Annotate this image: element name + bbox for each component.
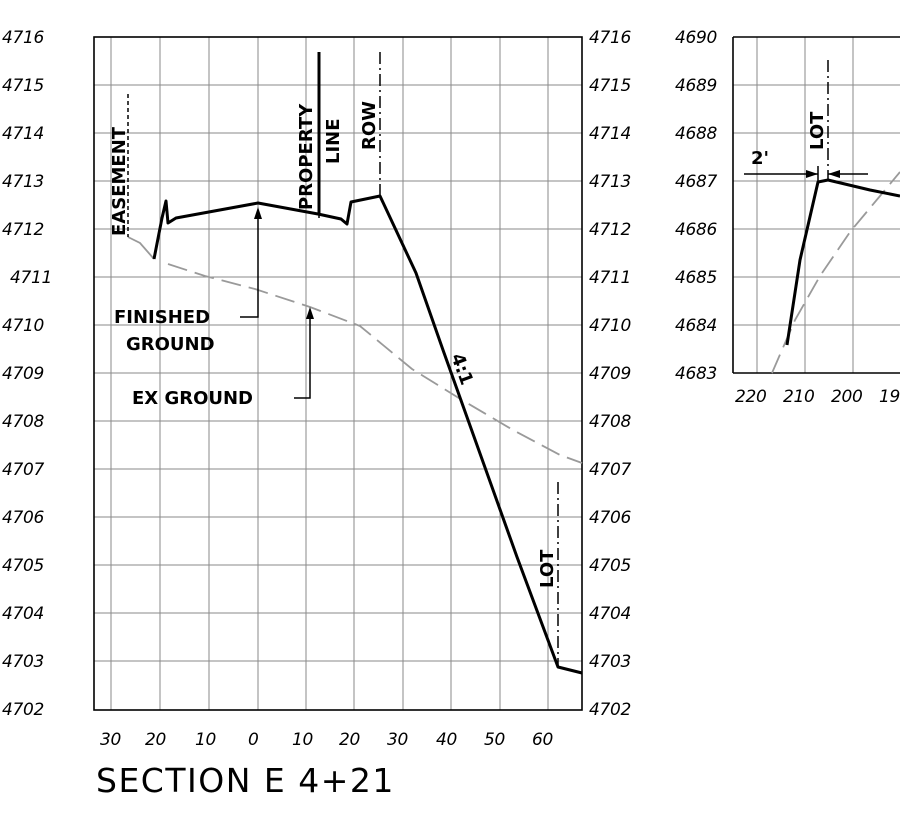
y-label: 4707 bbox=[2, 460, 45, 480]
y-label-right: 4709 bbox=[589, 364, 631, 384]
x-label: 200 bbox=[831, 387, 863, 407]
property-label: PROPERTY bbox=[296, 103, 317, 210]
x-label: 19 bbox=[879, 387, 900, 407]
y-label: 4713 bbox=[2, 172, 44, 192]
finished-ground-line bbox=[152, 194, 583, 675]
offset-label: 2' bbox=[751, 148, 769, 169]
x-label: 10 bbox=[195, 730, 216, 750]
existing-ground-line bbox=[127, 236, 583, 464]
y-label: 4688 bbox=[675, 124, 718, 144]
x-label: 30 bbox=[387, 730, 408, 750]
existing-ground-line-right bbox=[771, 171, 900, 374]
y-label: 4706 bbox=[2, 508, 45, 528]
y-label-right: 4702 bbox=[589, 700, 631, 720]
easement-label: EASEMENT bbox=[109, 126, 130, 236]
left-y-axis-labels: 4716 4715 4714 4713 4712 4711 4710 4709 … bbox=[2, 28, 52, 720]
y-label: 4703 bbox=[2, 652, 44, 672]
property-line-marker: PROPERTY LINE bbox=[296, 52, 344, 218]
x-label: 20 bbox=[145, 730, 166, 750]
lot-label-left: LOT bbox=[537, 549, 558, 588]
y-label-right: 4712 bbox=[589, 220, 631, 240]
y-label: 4686 bbox=[675, 220, 718, 240]
y-label: 4714 bbox=[2, 124, 44, 144]
y-label-right: 4715 bbox=[589, 76, 631, 96]
y-label: 4683 bbox=[675, 364, 717, 384]
easement-marker: EASEMENT bbox=[109, 94, 130, 237]
y-label-right: 4708 bbox=[589, 412, 632, 432]
offset-dimension: 2' bbox=[744, 148, 868, 184]
line-label: LINE bbox=[323, 118, 344, 164]
section-title: SECTION E 4+21 bbox=[96, 761, 395, 800]
y-label: 4708 bbox=[2, 412, 45, 432]
right-panel: 4690 4689 4688 4687 4686 4685 4684 4683 … bbox=[675, 28, 900, 407]
y-label: 4705 bbox=[2, 556, 44, 576]
y-label-right: 4714 bbox=[589, 124, 631, 144]
x-label: 40 bbox=[436, 730, 457, 750]
y-label: 4685 bbox=[675, 268, 717, 288]
y-label-right: 4706 bbox=[589, 508, 632, 528]
y-label: 4684 bbox=[675, 316, 717, 336]
ex-ground-label: EX GROUND bbox=[132, 388, 253, 409]
y-label-right: 4707 bbox=[589, 460, 632, 480]
finished-ground-label-2: GROUND bbox=[126, 334, 215, 355]
y-label: 4715 bbox=[2, 76, 44, 96]
finished-ground-callout: FINISHED GROUND bbox=[114, 207, 262, 355]
x-label: 30 bbox=[100, 730, 121, 750]
left-y-axis-labels-right: 4716 4715 4714 4713 4712 4711 4710 4709 … bbox=[589, 28, 632, 720]
right-x-axis-labels: 220 210 200 19 bbox=[735, 387, 900, 407]
finished-ground-line-right bbox=[785, 178, 900, 346]
y-label: 4716 bbox=[2, 28, 45, 48]
right-y-axis-labels: 4690 4689 4688 4687 4686 4685 4684 4683 bbox=[675, 28, 718, 384]
y-label: 4704 bbox=[2, 604, 44, 624]
y-label-right: 4716 bbox=[589, 28, 632, 48]
y-label: 4702 bbox=[2, 700, 44, 720]
ex-ground-callout: EX GROUND bbox=[132, 307, 314, 409]
x-label: 20 bbox=[339, 730, 360, 750]
x-label: 60 bbox=[532, 730, 553, 750]
x-label: 0 bbox=[248, 730, 259, 750]
arrowhead bbox=[306, 307, 314, 319]
lot-label-right: LOT bbox=[807, 111, 828, 150]
y-label: 4689 bbox=[675, 76, 717, 96]
y-label: 4690 bbox=[675, 28, 717, 48]
y-label: 4712 bbox=[2, 220, 44, 240]
right-grid bbox=[733, 37, 900, 373]
x-label: 50 bbox=[484, 730, 505, 750]
x-label: 10 bbox=[292, 730, 313, 750]
left-grid bbox=[94, 37, 582, 710]
row-marker: ROW bbox=[359, 52, 381, 196]
lot-marker-right: LOT bbox=[807, 60, 829, 180]
y-label-right: 4710 bbox=[589, 316, 631, 336]
y-label-right: 4703 bbox=[589, 652, 631, 672]
y-label-right: 4713 bbox=[589, 172, 631, 192]
y-label-right: 4704 bbox=[589, 604, 631, 624]
x-label: 220 bbox=[735, 387, 767, 407]
y-label-right: 4705 bbox=[589, 556, 631, 576]
left-panel: 4716 4715 4714 4713 4712 4711 4710 4709 … bbox=[2, 28, 632, 800]
lot-marker-left: LOT bbox=[537, 482, 559, 667]
row-label: ROW bbox=[359, 101, 380, 150]
left-frame bbox=[93, 36, 583, 711]
arrowhead bbox=[254, 207, 262, 219]
arrowhead bbox=[806, 170, 818, 178]
y-label: 4711 bbox=[10, 268, 52, 288]
y-label: 4687 bbox=[675, 172, 718, 192]
left-x-axis-labels: 30 20 10 0 10 20 30 40 50 60 bbox=[100, 730, 553, 750]
finished-ground-label-1: FINISHED bbox=[114, 307, 210, 328]
y-label: 4709 bbox=[2, 364, 44, 384]
y-label-right: 4711 bbox=[589, 268, 631, 288]
arrowhead bbox=[828, 170, 840, 178]
y-label: 4710 bbox=[2, 316, 44, 336]
x-label: 210 bbox=[783, 387, 815, 407]
